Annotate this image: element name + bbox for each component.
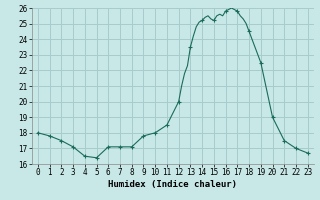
X-axis label: Humidex (Indice chaleur): Humidex (Indice chaleur): [108, 180, 237, 189]
